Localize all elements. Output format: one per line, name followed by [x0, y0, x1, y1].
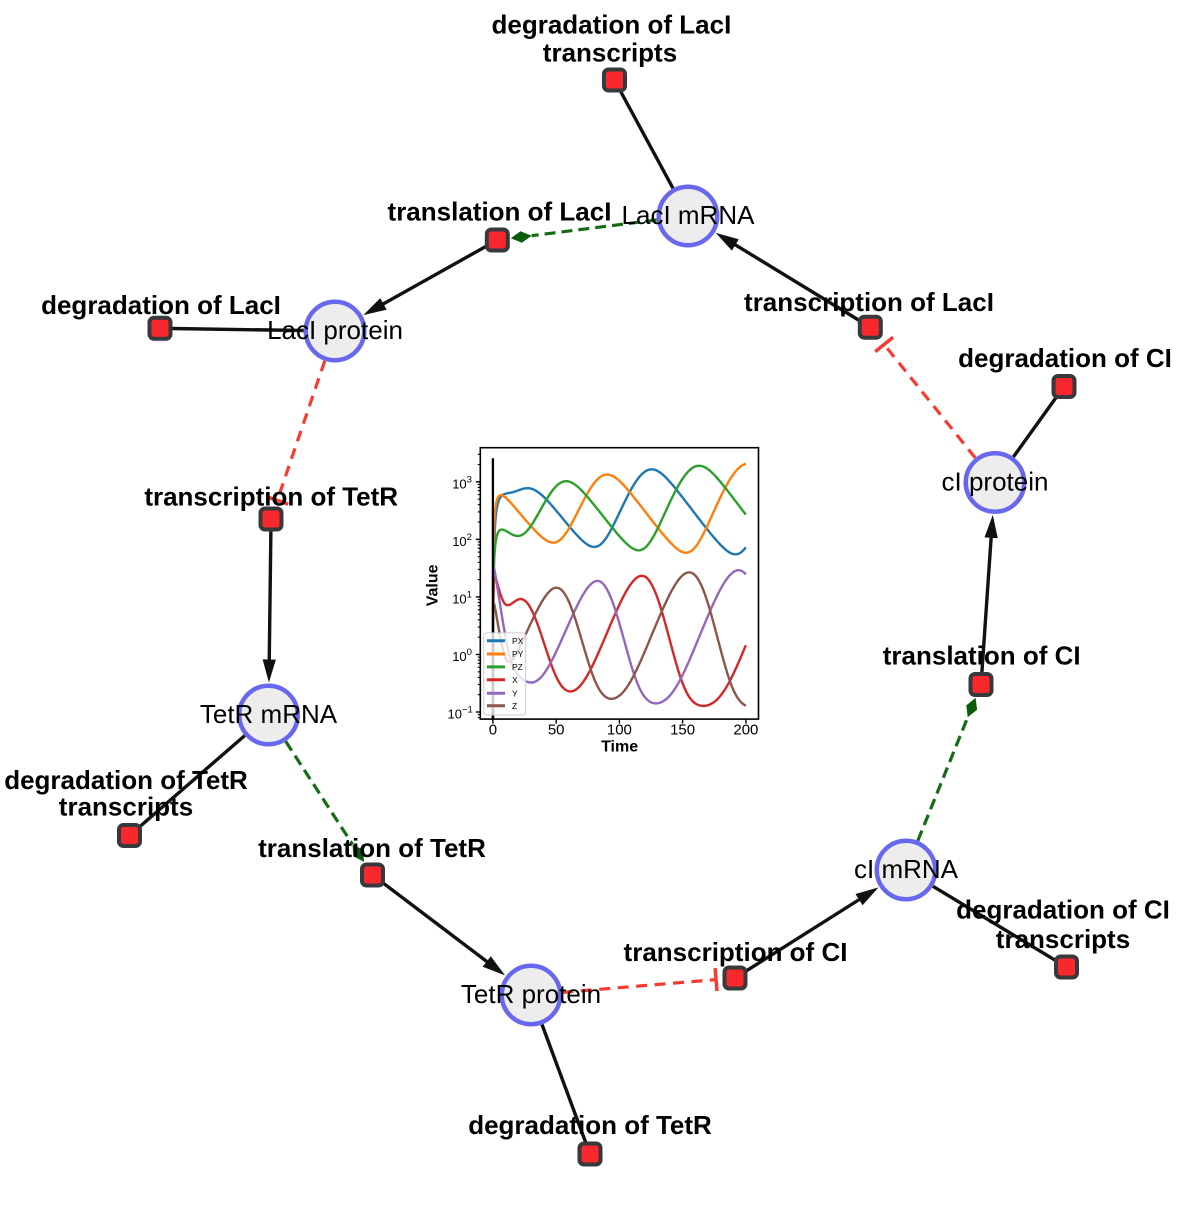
svg-text:degradation of LacI: degradation of LacI: [491, 10, 731, 40]
svg-text:10−1: 10−1: [448, 705, 473, 722]
svg-text:PX: PX: [512, 636, 524, 646]
svg-text:100: 100: [452, 647, 472, 664]
svg-text:transcripts: transcripts: [59, 791, 193, 821]
svg-text:Time: Time: [601, 739, 638, 756]
svg-text:transcription of CI: transcription of CI: [624, 937, 848, 967]
svg-text:PZ: PZ: [512, 662, 523, 672]
svg-text:TetR protein: TetR protein: [461, 979, 601, 1009]
svg-text:translation of LacI: translation of LacI: [388, 197, 612, 227]
svg-text:X: X: [512, 675, 518, 685]
svg-text:0: 0: [489, 722, 497, 739]
svg-text:Z: Z: [512, 701, 517, 711]
svg-text:degradation of TetR: degradation of TetR: [468, 1110, 712, 1140]
svg-text:degradation of CI: degradation of CI: [956, 895, 1170, 925]
svg-text:101: 101: [452, 590, 472, 607]
svg-text:200: 200: [733, 722, 758, 739]
svg-text:degradation of TetR: degradation of TetR: [4, 765, 248, 795]
svg-text:degradation of CI: degradation of CI: [958, 343, 1172, 373]
svg-text:transcription of TetR: transcription of TetR: [144, 481, 398, 511]
svg-text:cI mRNA: cI mRNA: [854, 854, 959, 884]
svg-text:transcripts: transcripts: [996, 924, 1130, 954]
svg-text:LacI mRNA: LacI mRNA: [622, 200, 756, 230]
svg-text:50: 50: [548, 722, 565, 739]
svg-text:transcription of LacI: transcription of LacI: [744, 287, 994, 317]
svg-text:Value: Value: [424, 564, 441, 606]
svg-text:translation of TetR: translation of TetR: [258, 833, 486, 863]
svg-text:degradation of LacI: degradation of LacI: [41, 290, 281, 320]
svg-text:PY: PY: [512, 649, 524, 659]
svg-text:Y: Y: [512, 688, 518, 698]
svg-text:translation of CI: translation of CI: [883, 640, 1081, 670]
svg-text:100: 100: [607, 722, 632, 739]
svg-text:LacI protein: LacI protein: [267, 315, 403, 345]
svg-text:103: 103: [452, 475, 472, 492]
svg-text:102: 102: [452, 532, 472, 549]
svg-text:150: 150: [670, 722, 695, 739]
svg-text:transcripts: transcripts: [543, 38, 677, 68]
svg-text:cI protein: cI protein: [942, 467, 1049, 497]
svg-text:TetR mRNA: TetR mRNA: [200, 699, 338, 729]
